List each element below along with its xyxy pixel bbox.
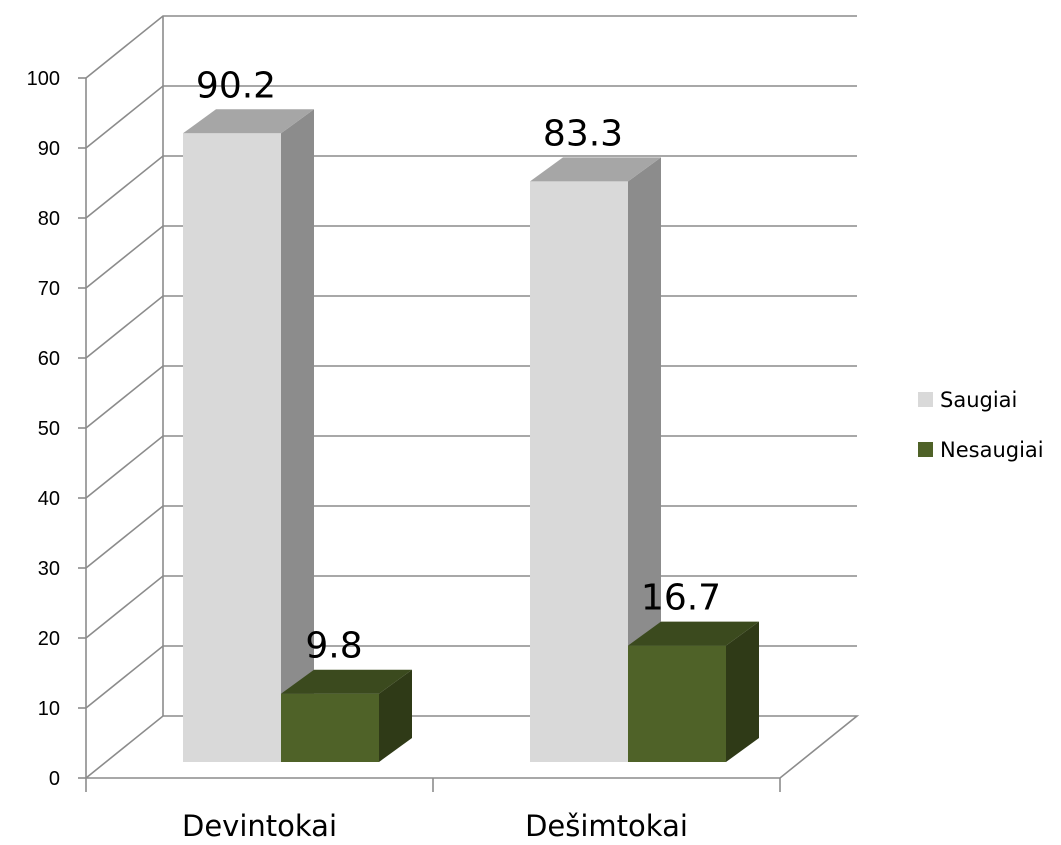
bar-front xyxy=(530,181,628,763)
y-tick-label: 100 xyxy=(27,68,60,90)
x-tick-label: Devintokai xyxy=(182,809,337,843)
data-label: 9.8 xyxy=(305,626,362,667)
y-tick-label: 30 xyxy=(38,558,60,580)
y-tick-label: 20 xyxy=(38,628,60,650)
x-tick-label: Dešimtokai xyxy=(525,809,688,843)
y-tick-label: 0 xyxy=(49,768,60,790)
bar-nesaugiai-devintokai xyxy=(281,669,412,762)
legend-label: Saugiai xyxy=(940,388,1017,412)
bar-saugiai-devintokai xyxy=(183,109,314,762)
y-tick-label: 10 xyxy=(38,698,60,720)
legend-swatch xyxy=(918,442,933,457)
y-tick-label: 40 xyxy=(38,488,60,510)
y-tick-label: 90 xyxy=(38,138,60,160)
y-tick-label: 80 xyxy=(38,208,60,230)
legend-label: Nesaugiai xyxy=(940,438,1044,462)
bar-front xyxy=(628,645,726,762)
bar-top xyxy=(183,109,314,134)
data-label: 83.3 xyxy=(543,113,623,154)
legend-swatch xyxy=(918,392,933,407)
y-tick-label: 60 xyxy=(38,348,60,370)
data-labels: 90.2 9.8 83.3 16.7 xyxy=(196,65,721,666)
bar-saugiai-dešimtokai xyxy=(530,157,661,763)
bars xyxy=(183,109,759,763)
bar-top xyxy=(281,669,412,694)
bar-front xyxy=(281,693,379,762)
bar-side xyxy=(379,669,412,762)
bar-side xyxy=(281,109,314,762)
bar-front xyxy=(183,133,281,762)
data-label: 90.2 xyxy=(196,65,276,106)
bar-top xyxy=(530,157,661,182)
bar-side xyxy=(628,157,661,763)
floor-outline xyxy=(85,715,860,779)
y-tick-label: 70 xyxy=(38,278,60,300)
bar-nesaugiai-dešimtokai xyxy=(628,621,759,762)
bar-top xyxy=(628,621,759,646)
y-tick-label: 50 xyxy=(38,418,60,440)
data-label: 16.7 xyxy=(641,578,721,619)
axes: 0 10 20 30 40 50 60 70 80 90 100 Devintokai Dešimtok… xyxy=(27,16,781,843)
legend: Saugiai Nesaugiai xyxy=(918,388,1044,462)
bar-side xyxy=(726,621,759,762)
